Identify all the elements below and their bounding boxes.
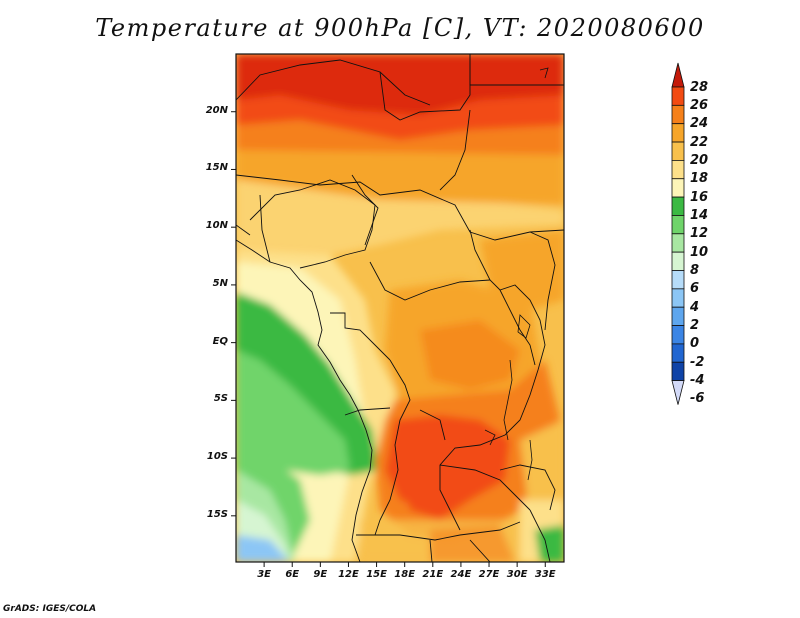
lon-tick-label: 24E [450,569,472,580]
colorbar-label: 8 [690,263,700,278]
colorbar-swatch [671,104,685,125]
temperature-field [236,54,564,562]
colorbar-label: -2 [690,354,705,370]
lat-tick-label: 20N [205,104,228,116]
colorbar-label: 20 [690,152,709,168]
colorbar-swatch [671,159,685,180]
lat-tick-label: EQ [212,335,228,347]
lon-tick-label: 9E [313,569,328,580]
lat-tick-label: 10N [205,220,228,232]
lon-tick-label: 6E [285,569,300,580]
colorbar-swatch [671,141,685,161]
axis-ticks [231,111,546,567]
colorbar-label: 16 [690,189,709,205]
lat-tick-label: 15S [206,508,228,520]
colorbar-label: 2 [690,318,700,334]
colorbar-label: 18 [690,171,709,187]
colorbar-swatch [671,288,685,308]
lat-tick-label: 10S [206,451,228,463]
country-borders [236,54,564,562]
colorbar-swatch [671,343,685,363]
colorbar-swatch [671,325,685,345]
map-title: Temperature at 900hPa [C], VT: 202008060… [95,14,705,42]
colorbar-label: 14 [690,207,709,223]
lon-tick-label: 12E [338,569,359,580]
lake-tanganyika [503,359,513,441]
colorbar-top-arrow [671,62,685,88]
lon-tick-label: 30E [506,569,528,580]
colorbar-swatch [671,270,685,290]
map-frame [235,53,565,563]
lat-tick-label: 15N [205,162,228,174]
colorbar-label: 24 [690,116,709,132]
lake-victoria [517,314,531,339]
colorbar-label: 4 [690,299,700,315]
lon-tick-label: 3E [257,569,271,580]
colorbar-label: 12 [690,226,709,242]
colorbar-swatch [671,361,685,382]
lon-tick-label: 21E [422,569,444,580]
colorbar-swatch [671,196,685,216]
colorbar-swatch [671,251,685,271]
colorbar-swatch [671,123,685,143]
colorbar-swatch [671,86,685,106]
colorbar [671,62,685,405]
lon-tick-label: 33E [534,569,556,580]
colorbar-label: -4 [690,373,705,389]
colorbar-bottom-arrow [671,380,685,405]
colorbar-label: 28 [690,79,709,95]
colorbar-swatch [671,306,685,326]
colorbar-label: -6 [690,391,705,407]
colorbar-swatch [671,178,685,198]
lat-tick-label: 5N [212,277,228,289]
coast-east [539,67,549,79]
lake-mweru [484,429,496,446]
lon-tick-label: 18E [394,569,416,580]
colorbar-label: 6 [690,281,700,297]
colorbar-label: 10 [690,244,709,260]
colorbar-label: 0 [690,336,700,352]
grads-credit: GrADS: IGES/COLA [3,604,97,614]
colorbar-swatch [671,233,685,253]
lake-malawi [527,439,533,481]
lat-tick-label: 5S [213,393,228,405]
colorbar-label: 26 [690,97,709,113]
lon-tick-label: 27E [478,569,500,580]
colorbar-swatch [671,215,685,235]
lon-tick-label: 15E [366,569,387,580]
colorbar-label: 22 [690,134,709,150]
